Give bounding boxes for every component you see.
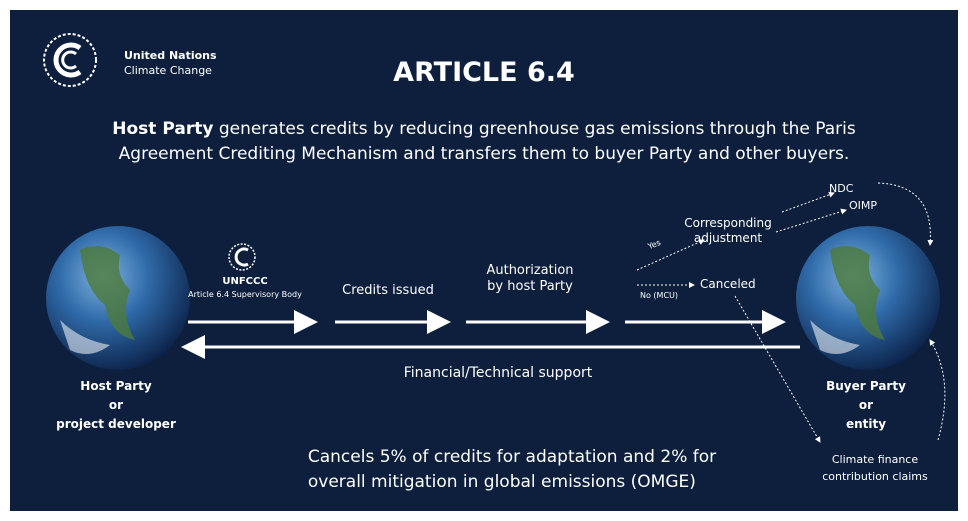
line: or [826,396,906,415]
footer: Cancels 5% of credits for adaptation and… [308,445,716,495]
buyer-globe [796,226,940,370]
flow-arrows [187,322,800,347]
line: Host Party [56,377,176,396]
line: project developer [56,415,176,434]
unfccc-icon [229,244,255,270]
body-subtitle: Article 6.4 Supervisory Body [188,290,302,300]
intro: Host Party generates credits by reducing… [112,117,855,167]
logo-icon [44,34,96,86]
intro-text: generates credits by reducing greenhouse… [219,119,856,139]
no-label: No (MCU) [640,291,678,301]
line: Corresponding [684,216,772,231]
intro-text: Agreement Crediting Mechanism and transf… [119,144,850,164]
page: United Nations Climate Change ARTICLE 6.… [0,0,968,521]
line: contribution claims [822,468,928,485]
line: overall mitigation in global emissions (… [308,470,716,495]
logo-name: United Nations [124,49,217,63]
line: or [56,396,176,415]
line: adjustment [684,231,772,246]
title: ARTICLE 6.4 [393,56,575,90]
oimp-label: OIMP [849,199,877,213]
line: Authorization [486,263,573,279]
line: entity [826,415,906,434]
line: Cancels 5% of credits for adaptation and… [308,445,716,470]
canceled-label: Canceled [700,277,756,292]
intro-bold: Host Party [112,119,213,139]
line: Climate finance [822,451,928,468]
line: Buyer Party [826,377,906,396]
support-label: Financial/Technical support [404,365,593,383]
host-globe [46,226,190,370]
line: by host Party [486,279,573,295]
ndc-label: NDC [829,182,853,196]
body-name: UNFCCC [222,276,267,289]
step-label: Credits issued [342,283,434,299]
logo-sub: Climate Change [124,64,212,78]
